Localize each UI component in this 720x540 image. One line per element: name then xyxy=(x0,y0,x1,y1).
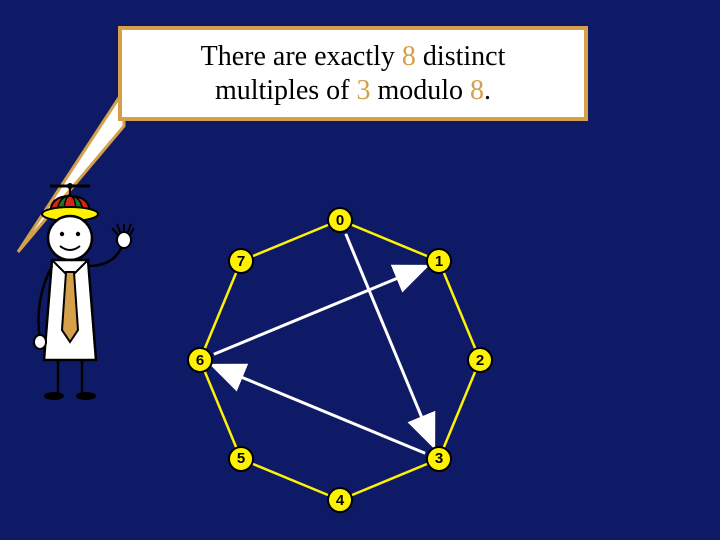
graph-nodes: 0 1 2 3 4 5 6 7 xyxy=(0,0,720,540)
graph-node-6: 6 xyxy=(187,347,213,373)
graph-node-1: 1 xyxy=(426,248,452,274)
graph-node-5: 5 xyxy=(228,446,254,472)
graph-node-2: 2 xyxy=(467,347,493,373)
graph-node-4: 4 xyxy=(327,487,353,513)
graph-node-7: 7 xyxy=(228,248,254,274)
graph-node-3: 3 xyxy=(426,446,452,472)
graph-node-0: 0 xyxy=(327,207,353,233)
